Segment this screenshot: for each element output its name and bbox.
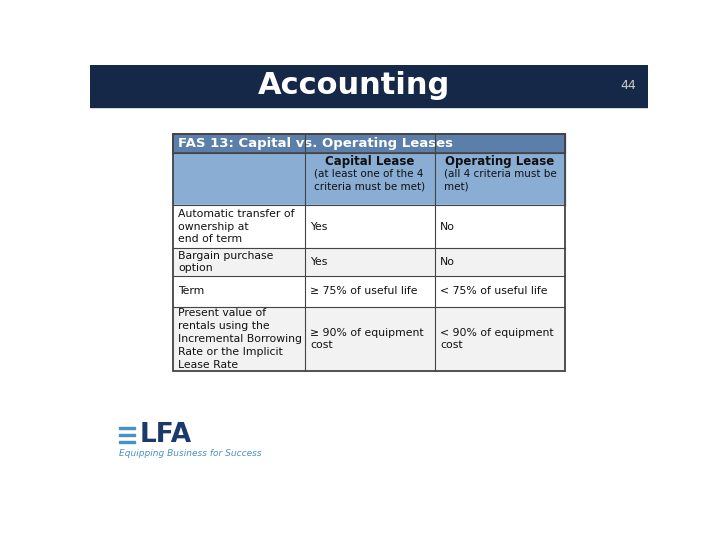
Bar xyxy=(173,205,565,248)
Bar xyxy=(173,134,565,372)
Text: < 75% of useful life: < 75% of useful life xyxy=(441,286,548,296)
Text: (at least one of the 4
criteria must be met): (at least one of the 4 criteria must be … xyxy=(314,168,426,192)
Text: Equipping Business for Success: Equipping Business for Success xyxy=(120,449,262,458)
Bar xyxy=(173,153,305,205)
Text: Yes: Yes xyxy=(310,257,328,267)
Text: FAS 13: Capital vs. Operating Leases: FAS 13: Capital vs. Operating Leases xyxy=(179,137,454,150)
Text: Accounting: Accounting xyxy=(257,71,449,100)
Text: Bargain purchase
option: Bargain purchase option xyxy=(179,251,274,273)
Text: 44: 44 xyxy=(621,79,636,92)
Bar xyxy=(90,65,648,107)
Text: Capital Lease: Capital Lease xyxy=(325,156,415,168)
Bar xyxy=(173,248,565,276)
Bar xyxy=(120,434,135,436)
Text: Present value of
rentals using the
Incremental Borrowing
Rate or the Implicit
Le: Present value of rentals using the Incre… xyxy=(179,308,302,369)
Text: Automatic transfer of
ownership at
end of term: Automatic transfer of ownership at end o… xyxy=(179,208,295,244)
Bar xyxy=(173,134,565,153)
Bar xyxy=(305,153,435,205)
Bar xyxy=(120,427,135,429)
Text: (all 4 criteria must be
met): (all 4 criteria must be met) xyxy=(444,168,557,192)
Bar xyxy=(435,153,565,205)
Text: LFA: LFA xyxy=(140,422,192,448)
Text: Yes: Yes xyxy=(310,221,328,232)
Text: ≥ 75% of useful life: ≥ 75% of useful life xyxy=(310,286,418,296)
Text: Term: Term xyxy=(179,286,204,296)
Text: < 90% of equipment
cost: < 90% of equipment cost xyxy=(441,328,554,350)
Text: No: No xyxy=(441,257,455,267)
Text: ≥ 90% of equipment
cost: ≥ 90% of equipment cost xyxy=(310,328,424,350)
Bar xyxy=(120,441,135,443)
Bar xyxy=(173,307,565,372)
Text: No: No xyxy=(441,221,455,232)
Bar xyxy=(173,134,565,153)
Text: Operating Lease: Operating Lease xyxy=(446,156,554,168)
Bar xyxy=(173,276,565,307)
